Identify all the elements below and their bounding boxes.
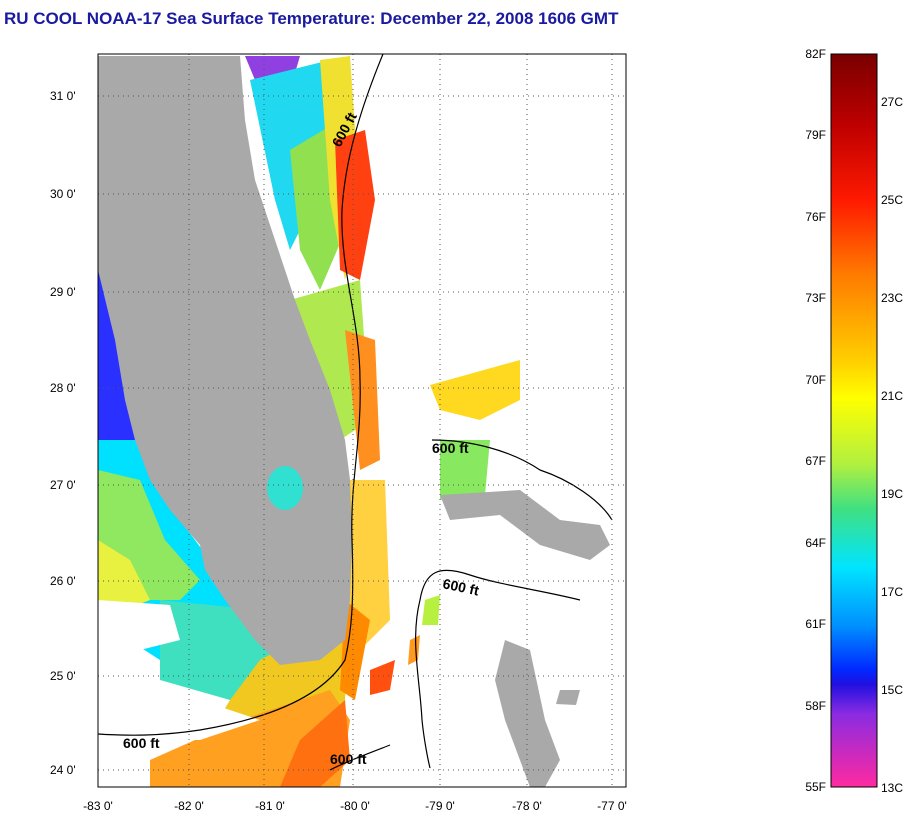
scale-label-f: 58F	[805, 699, 826, 713]
scale-label-f: 55F	[805, 780, 826, 794]
lat-label: 27 0'	[50, 478, 76, 492]
celsius-labels: 27C 25C 23C 21C 19C 17C 15C 13C	[881, 95, 903, 795]
lat-label: 25 0'	[50, 669, 76, 683]
lon-label: -77 0'	[597, 799, 627, 813]
cloud-mask-south	[98, 690, 260, 740]
scale-label-c: 25C	[881, 193, 903, 207]
offshore-patch-small	[408, 635, 420, 665]
scale-label-f: 76F	[805, 210, 826, 224]
lat-label: 28 0'	[50, 381, 76, 395]
scale-label-c: 15C	[881, 683, 903, 697]
longitude-labels: -83 0' -82 0' -81 0' -80 0' -79 0' -78 0…	[83, 799, 627, 813]
contour-label-south: 600 ft	[330, 751, 367, 767]
atlantic-sst-red	[335, 130, 375, 280]
contour-label-southwest: 600 ft	[123, 735, 160, 751]
lat-label: 30 0'	[50, 187, 76, 201]
gulfstream-sst-orange	[340, 600, 370, 700]
scale-label-f: 67F	[805, 454, 826, 468]
contour-label-bahama: 600 ft	[432, 440, 469, 456]
atlantic-sst-midcoast	[290, 280, 370, 440]
color-scale: 82F 79F 76F 73F 70F 67F 64F 61F 58F 55F …	[805, 47, 903, 795]
andros-land	[495, 640, 560, 787]
offshore-patch-yellow	[430, 360, 520, 420]
scale-label-c: 27C	[881, 95, 903, 109]
lon-label: -82 0'	[174, 799, 204, 813]
scale-label-c: 19C	[881, 487, 903, 501]
gulfstream-sst	[345, 480, 390, 650]
cloud-mask-gulf	[98, 600, 180, 650]
scale-label-f: 82F	[805, 47, 826, 61]
map-frame	[97, 53, 627, 788]
scale-label-f: 64F	[805, 536, 826, 550]
lon-label: -81 0'	[255, 799, 285, 813]
map-title: RU COOL NOAA-17 Sea Surface Temperature:…	[4, 9, 619, 28]
florida-land	[98, 56, 352, 665]
atlantic-sst-orange	[345, 330, 380, 470]
fahrenheit-labels: 82F 79F 76F 73F 70F 67F 64F 61F 58F 55F	[805, 47, 826, 794]
gulf-sst-yellow	[98, 540, 150, 620]
latitude-labels: 31 0' 30 0' 29 0' 28 0' 27 0' 26 0' 25 0…	[50, 89, 76, 777]
lake-okeechobee	[267, 466, 303, 510]
contour-south	[329, 744, 391, 771]
contour-little-bahama	[431, 439, 613, 521]
offshore-patch-green	[440, 440, 490, 500]
lon-label: -83 0'	[83, 799, 113, 813]
grand-bahama-land	[440, 490, 610, 560]
keys-sst-red	[280, 700, 350, 787]
lon-label: -79 0'	[425, 799, 455, 813]
contour-label-tongue: 600 ft	[441, 575, 480, 598]
scale-label-f: 79F	[805, 128, 826, 142]
offshore-patch-red	[370, 660, 395, 695]
bathymetry-contours	[97, 53, 613, 771]
scale-label-c: 23C	[881, 291, 903, 305]
scale-label-c: 17C	[881, 585, 903, 599]
scale-label-f: 70F	[805, 373, 826, 387]
color-scale-bar	[830, 53, 878, 788]
lat-label: 29 0'	[50, 285, 76, 299]
map-plot-area	[98, 56, 610, 787]
bahamas-cay	[556, 690, 580, 705]
lat-label: 24 0'	[50, 763, 76, 777]
contour-florida-shelf	[97, 53, 384, 736]
offshore-patch-lime	[422, 595, 440, 625]
contour-tongue	[415, 599, 431, 769]
lat-label: 31 0'	[50, 89, 76, 103]
scale-label-f: 61F	[805, 617, 826, 631]
scale-label-c: 21C	[881, 389, 903, 403]
lon-label: -78 0'	[512, 799, 542, 813]
scale-label-f: 73F	[805, 291, 826, 305]
contour-great-bahama	[419, 569, 581, 601]
lat-label: 26 0'	[50, 574, 76, 588]
lon-label: -80 0'	[340, 799, 370, 813]
scale-label-c: 13C	[881, 781, 903, 795]
